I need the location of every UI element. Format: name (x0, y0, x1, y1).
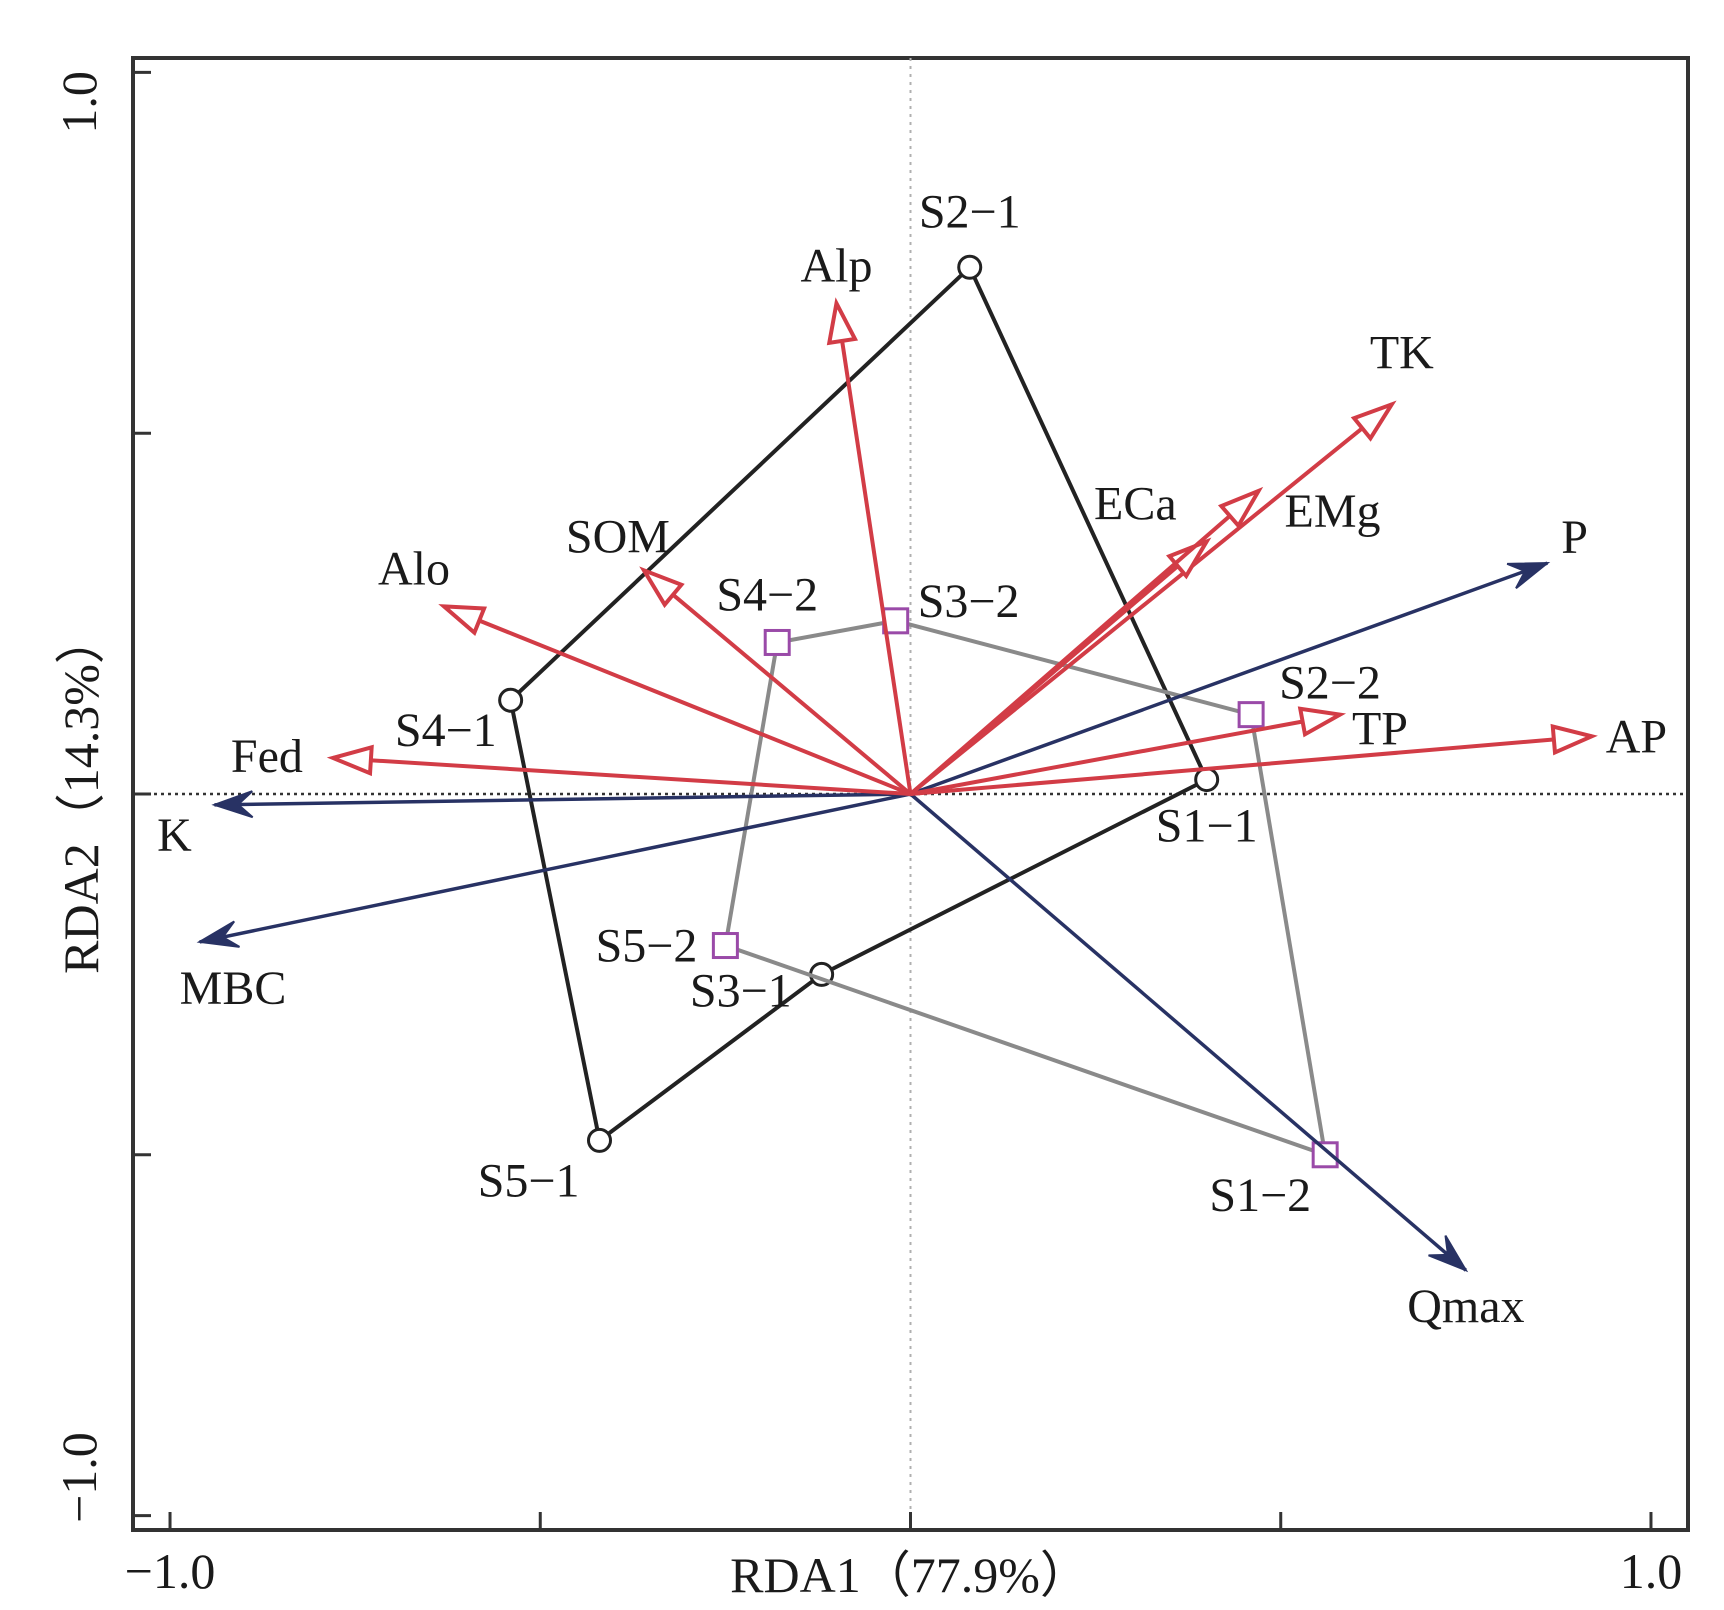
y-axis-title: RDA2（14.3%） (53, 614, 109, 974)
explanatory-arrowhead-alo (438, 604, 488, 636)
sample-groups (498, 254, 1339, 1169)
sample-label-s2-2: S2−2 (1279, 657, 1381, 710)
explanatory-arrowhead-fed (326, 744, 374, 777)
sample-label-s4-1: S4−1 (395, 704, 497, 757)
explanatory-label-eca: ECa (1094, 477, 1177, 530)
response-label-p: P (1561, 511, 1588, 564)
explanatory-vector-alo (443, 604, 912, 796)
sample-point-s2-2 (1237, 701, 1265, 729)
y-tick-label: 1.0 (51, 71, 107, 133)
response-label-mbc: MBC (180, 962, 287, 1015)
response-arrowhead-mbc (196, 920, 240, 948)
sample-point-s4-1 (498, 687, 524, 713)
response-arrowhead-qmax (1428, 1235, 1469, 1273)
explanatory-label-som: SOM (566, 510, 670, 563)
explanatory-arrowhead-eca (1166, 537, 1212, 580)
x-tick-label: −1.0 (125, 1543, 216, 1599)
explanatory-label-emg: EMg (1285, 485, 1381, 538)
response-arrowhead-p (1506, 562, 1551, 590)
explanatory-label-alo: Alo (378, 542, 450, 595)
explanatory-vector-ap (910, 734, 1592, 796)
explanatory-arrowhead-emg (1217, 486, 1264, 530)
explanatory-arrowhead-som (639, 566, 685, 609)
explanatory-label-tp: TP (1352, 703, 1408, 756)
explanatory-label-ap: AP (1606, 710, 1667, 763)
sample-point-s4-2 (763, 628, 791, 656)
response-vector-mbc (199, 792, 911, 944)
sample-point-s5-2 (711, 932, 739, 960)
explanatory-arrowhead-tk (1350, 400, 1397, 442)
sample-label-s1-2: S1−2 (1209, 1169, 1311, 1222)
sample-label-s1-1: S1−1 (1156, 800, 1258, 853)
sample-label-s2-1: S2−1 (919, 185, 1021, 238)
explanatory-vector-tp (910, 712, 1341, 796)
sample-point-s5-1 (587, 1127, 612, 1153)
sample-label-s5-2: S5−2 (596, 920, 698, 973)
explanatory-label-alp: Alp (800, 239, 872, 292)
response-arrowhead-k (211, 790, 254, 819)
labels: S2−1 S1−1 S3−1 S5−1 S4−1 S3−2 S2−2 S1−2 S5−2 S4−2… (157, 185, 1667, 1333)
response-vector-k (214, 792, 911, 807)
explanatory-arrowhead-ap (1550, 723, 1598, 756)
x-axis-title: RDA1（77.9%） (730, 1547, 1090, 1603)
explanatory-arrowhead-tp (1297, 706, 1347, 738)
response-vector-qmax (909, 792, 1467, 1272)
response-vector-p (909, 561, 1548, 796)
explanatory-vector-alp (834, 303, 913, 795)
response-label-qmax: Qmax (1407, 1280, 1524, 1333)
sample-point-s1-1 (1194, 767, 1220, 793)
explanatory-vector-emg (909, 489, 1260, 796)
sample-label-s3-1: S3−1 (690, 964, 792, 1017)
explanatory-vector-som (642, 568, 912, 796)
sample-label-s5-1: S5−1 (478, 1154, 580, 1207)
sample-label-s4-2: S4−2 (716, 568, 818, 621)
explanatory-vector-fed (332, 755, 911, 796)
explanatory-vector-tk (909, 402, 1394, 796)
sample-point-s2-1 (957, 254, 983, 280)
explanatory-arrowhead-alp (826, 297, 859, 346)
group-2-outline (723, 618, 1328, 1158)
y-tick-label: −1.0 (51, 1432, 107, 1523)
group-1-outline (508, 263, 1210, 1144)
x-tick-label: 1.0 (1620, 1543, 1683, 1599)
sample-label-s3-2: S3−2 (918, 575, 1020, 628)
axis-ticks: −1.0 1.0 1.0 −1.0 (51, 70, 1683, 1599)
response-label-k: K (157, 809, 192, 862)
explanatory-label-fed: Fed (231, 730, 303, 783)
explanatory-label-tk: TK (1370, 326, 1434, 379)
vectors (196, 297, 1598, 1273)
